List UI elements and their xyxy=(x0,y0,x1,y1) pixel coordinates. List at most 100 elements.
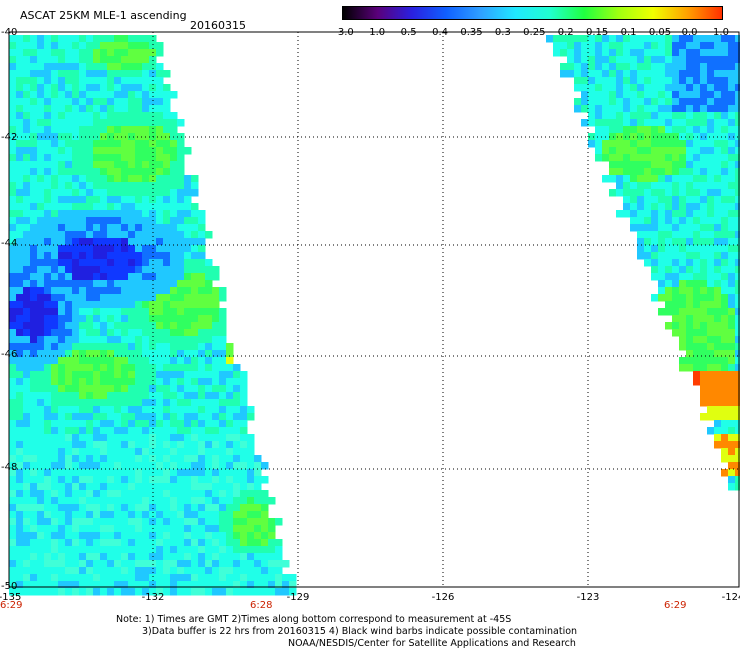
swath-pixel xyxy=(114,455,122,463)
swath-pixel xyxy=(714,112,722,120)
swath-pixel xyxy=(79,203,87,211)
swath-pixel xyxy=(107,154,115,162)
swath-pixel xyxy=(9,483,17,491)
swath-pixel xyxy=(30,560,38,568)
swath-pixel xyxy=(79,343,87,351)
swath-pixel xyxy=(163,483,171,491)
swath-pixel xyxy=(65,546,73,554)
swath-pixel xyxy=(16,77,24,85)
swath-pixel xyxy=(700,42,708,50)
swath-pixel xyxy=(156,315,164,323)
swath-pixel xyxy=(177,364,185,372)
swath-pixel xyxy=(728,406,736,414)
swath-pixel xyxy=(114,553,122,561)
swath-pixel xyxy=(51,203,59,211)
swath-pixel xyxy=(233,413,241,421)
swath-pixel xyxy=(588,77,596,85)
swath-pixel xyxy=(679,63,687,71)
swath-pixel xyxy=(609,161,617,169)
swath-pixel xyxy=(16,119,24,127)
swath-pixel xyxy=(128,420,136,428)
swath-pixel xyxy=(51,49,59,57)
swath-pixel xyxy=(212,574,220,582)
swath-pixel xyxy=(177,413,185,421)
swath-pixel xyxy=(121,266,129,274)
swath-pixel xyxy=(107,546,115,554)
swath-pixel xyxy=(644,196,652,204)
swath-pixel xyxy=(23,427,31,435)
swath-pixel xyxy=(198,434,206,442)
swath-pixel xyxy=(149,287,157,295)
swath-pixel xyxy=(735,105,740,113)
swath-pixel xyxy=(44,455,52,463)
swath-pixel xyxy=(686,224,694,232)
swath-pixel xyxy=(51,189,59,197)
swath-pixel xyxy=(721,301,729,309)
swath-pixel xyxy=(30,504,38,512)
swath-pixel xyxy=(707,161,715,169)
swath-pixel xyxy=(735,322,740,330)
swath-pixel xyxy=(261,476,269,484)
swath-pixel xyxy=(198,553,206,561)
swath-pixel xyxy=(142,539,150,547)
swath-pixel xyxy=(679,161,687,169)
swath-pixel xyxy=(30,168,38,176)
swath-pixel xyxy=(212,273,220,281)
swath-pixel xyxy=(163,105,171,113)
swath-pixel xyxy=(707,406,715,414)
swath-pixel xyxy=(79,238,87,246)
time-left: 6:29 xyxy=(0,600,22,611)
swath-pixel xyxy=(205,364,213,372)
swath-pixel xyxy=(721,378,729,386)
swath-pixel xyxy=(226,399,234,407)
swath-pixel xyxy=(623,49,631,57)
swath-pixel xyxy=(100,483,108,491)
swath-pixel xyxy=(735,259,740,267)
swath-pixel xyxy=(30,441,38,449)
swath-pixel xyxy=(728,483,736,491)
swath-pixel xyxy=(44,294,52,302)
swath-pixel xyxy=(205,287,213,295)
swath-pixel xyxy=(9,273,17,281)
swath-pixel xyxy=(163,273,171,281)
swath-pixel xyxy=(170,91,178,99)
swath-pixel xyxy=(128,329,136,337)
swath-pixel xyxy=(728,105,736,113)
swath-pixel xyxy=(107,168,115,176)
swath-pixel xyxy=(219,476,227,484)
swath-pixel xyxy=(16,245,24,253)
swath-pixel xyxy=(595,105,603,113)
swath-pixel xyxy=(728,77,736,85)
map-title: ASCAT 25KM MLE-1 ascending xyxy=(20,9,187,22)
swath-pixel xyxy=(149,308,157,316)
swath-pixel xyxy=(707,133,715,141)
swath-pixel xyxy=(65,252,73,260)
swath-pixel xyxy=(9,511,17,519)
swath-pixel xyxy=(114,70,122,78)
swath-pixel xyxy=(107,560,115,568)
swath-pixel xyxy=(170,378,178,386)
swath-pixel xyxy=(37,105,45,113)
swath-pixel xyxy=(30,308,38,316)
swath-pixel xyxy=(16,147,24,155)
swath-pixel xyxy=(205,560,213,568)
swath-pixel xyxy=(100,350,108,358)
swath-pixel xyxy=(51,252,59,260)
swath-pixel xyxy=(623,77,631,85)
swath-pixel xyxy=(170,399,178,407)
swath-pixel xyxy=(581,98,589,106)
swath-pixel xyxy=(121,497,129,505)
swath-pixel xyxy=(16,175,24,183)
swath-pixel xyxy=(581,91,589,99)
swath-pixel xyxy=(107,378,115,386)
swath-pixel xyxy=(686,98,694,106)
swath-pixel xyxy=(205,336,213,344)
swath-pixel xyxy=(16,385,24,393)
swath-pixel xyxy=(198,581,206,589)
swath-pixel xyxy=(37,49,45,57)
swath-pixel xyxy=(616,70,624,78)
swath-pixel xyxy=(198,350,206,358)
swath-pixel xyxy=(665,287,673,295)
swath-pixel xyxy=(16,406,24,414)
swath-pixel xyxy=(630,63,638,71)
